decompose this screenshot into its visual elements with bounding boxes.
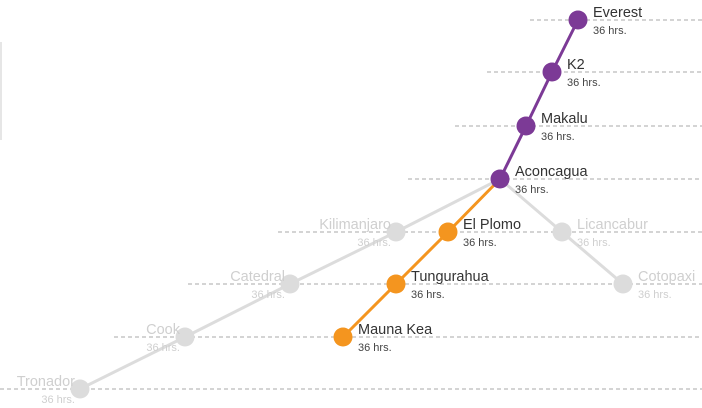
node-duration: 36 hrs. — [251, 289, 285, 301]
node-name: Aconcagua — [515, 164, 588, 180]
route-link-kilimanjaro-catedral — [288, 230, 398, 286]
node-name: El Plomo — [463, 217, 521, 233]
node-name: Tungurahua — [411, 269, 490, 285]
route-node-cotopaxi[interactable]: Cotopaxi 36 hrs. — [613, 269, 696, 301]
node-duration: 36 hrs. — [357, 237, 391, 249]
route-link-el-plomo-tungurahua — [394, 230, 450, 286]
route-link-cook-tronador — [78, 335, 187, 391]
node-duration: 36 hrs. — [638, 289, 672, 301]
route-link-aconcagua-el-plomo — [446, 177, 502, 234]
node-marker — [542, 62, 562, 82]
node-marker — [333, 327, 353, 347]
node-marker — [386, 222, 406, 242]
node-marker — [386, 274, 406, 294]
node-duration: 36 hrs. — [593, 25, 627, 37]
left-edge-marker — [0, 42, 2, 140]
route-link-aconcagua-licancabur — [498, 177, 564, 234]
node-marker — [438, 222, 458, 242]
node-name: Everest — [593, 5, 642, 21]
route-node-tungurahua[interactable]: Tungurahua 36 hrs. — [386, 269, 490, 301]
node-marker — [613, 274, 633, 294]
node-duration: 36 hrs. — [411, 289, 445, 301]
node-marker — [568, 10, 588, 30]
route-link-tungurahua-mauna-kea — [341, 282, 398, 339]
node-name: Kilimanjaro — [319, 217, 391, 233]
route-node-everest[interactable]: Everest 36 hrs. — [568, 5, 643, 37]
route-node-makalu[interactable]: Makalu 36 hrs. — [516, 111, 588, 143]
route-link-aconcagua-kilimanjaro — [394, 177, 502, 234]
node-name: Makalu — [541, 111, 588, 127]
route-link-catedral-cook — [183, 282, 292, 339]
node-marker — [516, 116, 536, 136]
route-node-mauna-kea[interactable]: Mauna Kea 36 hrs. — [333, 322, 434, 354]
route-node-aconcagua[interactable]: Aconcagua 36 hrs. — [490, 164, 589, 196]
node-marker — [552, 222, 572, 242]
route-node-k2[interactable]: K2 36 hrs. — [542, 57, 601, 89]
route-link-everest-k2 — [550, 18, 580, 74]
node-marker — [70, 379, 90, 399]
node-duration: 36 hrs. — [541, 131, 575, 143]
route-node-licancabur[interactable]: Licancabur 36 hrs. — [552, 217, 649, 249]
node-duration: 36 hrs. — [41, 394, 75, 403]
route-node-cook[interactable]: Cook 36 hrs. — [146, 322, 195, 354]
node-marker — [490, 169, 510, 189]
route-node-tronador[interactable]: Tronador 36 hrs. — [17, 374, 90, 406]
node-name: Cotopaxi — [638, 269, 695, 285]
node-name: Mauna Kea — [358, 322, 433, 338]
node-duration: 36 hrs. — [146, 342, 180, 354]
node-marker — [280, 274, 300, 294]
node-duration: 36 hrs. — [463, 237, 497, 249]
node-name: Cook — [146, 322, 181, 338]
route-links — [78, 18, 625, 391]
route-link-makalu-aconcagua — [498, 124, 528, 181]
node-marker — [175, 327, 195, 347]
route-node-el-plomo[interactable]: El Plomo 36 hrs. — [438, 217, 522, 249]
node-duration: 36 hrs. — [358, 342, 392, 354]
route-link-licancabur-cotopaxi — [560, 230, 625, 286]
route-node-catedral[interactable]: Catedral 36 hrs. — [230, 269, 300, 301]
node-name: K2 — [567, 57, 585, 73]
node-duration: 36 hrs. — [577, 237, 611, 249]
node-duration: 36 hrs. — [515, 184, 549, 196]
node-duration: 36 hrs. — [567, 77, 601, 89]
node-name: Licancabur — [577, 217, 648, 233]
route-link-k2-makalu — [524, 70, 554, 128]
node-name: Tronador — [17, 374, 75, 390]
route-node-kilimanjaro[interactable]: Kilimanjaro 36 hrs. — [319, 217, 406, 249]
node-name: Catedral — [230, 269, 285, 285]
